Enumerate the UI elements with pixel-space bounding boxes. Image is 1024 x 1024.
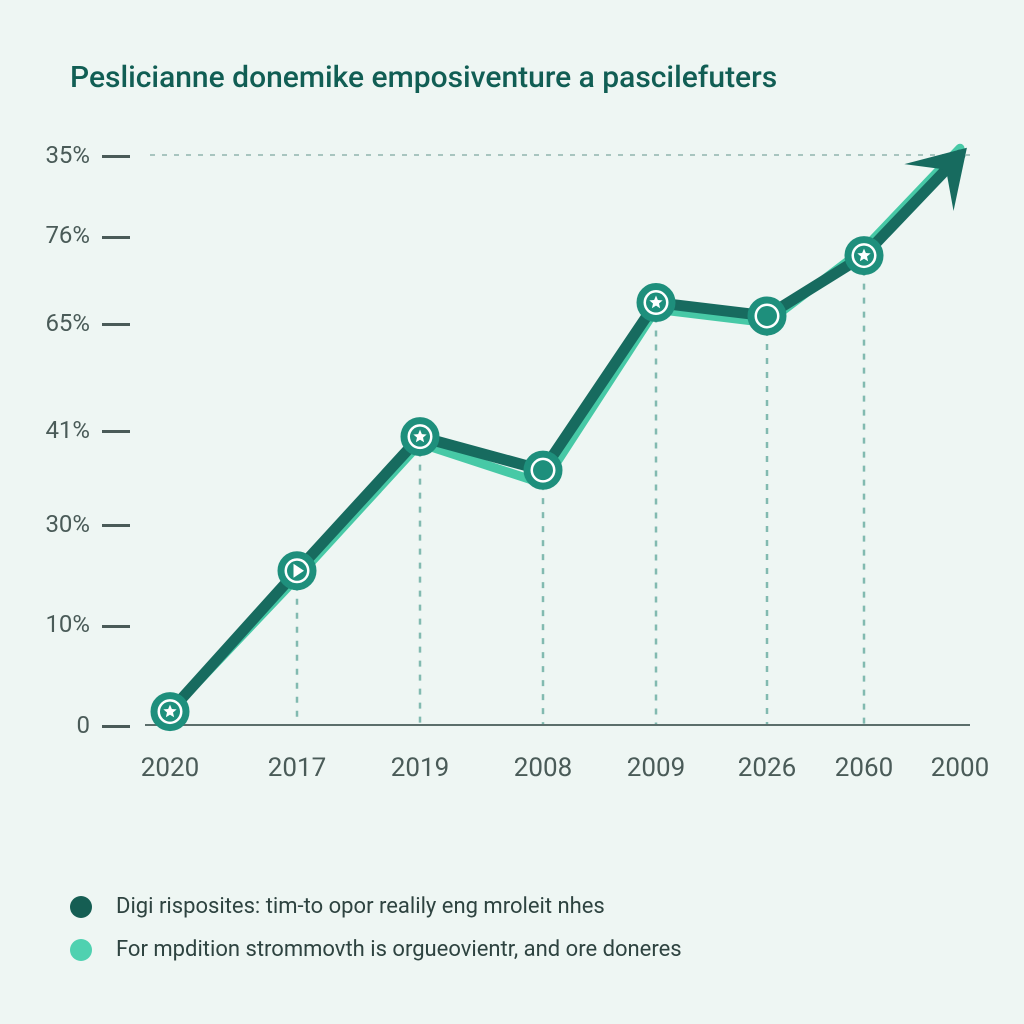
legend-label: Digi risposites: tim-to opor realily eng… xyxy=(116,894,605,919)
data-marker xyxy=(281,555,313,587)
y-axis-tick: 41% xyxy=(30,416,130,444)
data-marker xyxy=(848,240,880,272)
x-axis-tick: 2019 xyxy=(391,753,449,783)
x-axis-tick: 2026 xyxy=(738,753,796,783)
data-marker xyxy=(154,696,186,728)
x-axis-tick: 2060 xyxy=(835,753,893,783)
chart-area: 35%76%65%41%30%10%0 20202017201920082009… xyxy=(60,125,980,825)
legend-item: For mpdition strommovth is orgueovientr,… xyxy=(70,937,682,962)
x-axis-tick: 2000 xyxy=(931,753,989,783)
y-axis-tick: 76% xyxy=(30,221,130,249)
data-marker xyxy=(404,421,436,453)
y-axis-tick: 0 xyxy=(30,711,130,739)
legend: Digi risposites: tim-to opor realily eng… xyxy=(70,894,682,980)
x-axis-tick: 2009 xyxy=(627,753,685,783)
y-axis-tick: 65% xyxy=(30,309,130,337)
legend-marker-icon xyxy=(70,896,92,918)
chart-title: Peslicianne donemike emposiventure a pas… xyxy=(70,60,984,95)
legend-item: Digi risposites: tim-to opor realily eng… xyxy=(70,894,682,919)
data-marker xyxy=(527,454,559,486)
x-axis-tick: 2008 xyxy=(514,753,572,783)
y-axis-tick: 35% xyxy=(30,141,130,169)
data-marker xyxy=(751,300,783,332)
y-axis-tick: 30% xyxy=(30,510,130,538)
legend-label: For mpdition strommovth is orgueovientr,… xyxy=(116,937,682,962)
line-chart-svg xyxy=(60,125,980,825)
series-line-dark xyxy=(170,155,960,712)
x-axis-tick: 2017 xyxy=(268,753,326,783)
x-axis-tick: 2020 xyxy=(141,753,199,783)
data-marker xyxy=(640,287,672,319)
y-axis-tick: 10% xyxy=(30,610,130,638)
legend-marker-icon xyxy=(70,939,92,961)
